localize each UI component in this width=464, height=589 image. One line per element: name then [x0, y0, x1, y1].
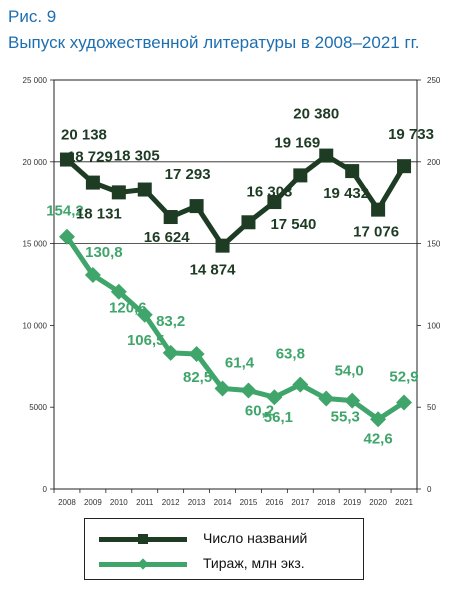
x-axis-tick-label: 2008	[58, 498, 76, 507]
square-marker	[111, 185, 126, 200]
square-marker	[371, 202, 386, 217]
data-label-titles: 18 305	[114, 148, 160, 165]
data-label-titles: 17 293	[165, 166, 211, 183]
square-marker	[267, 195, 282, 210]
square-marker	[163, 210, 178, 225]
x-axis-tick-label: 2011	[136, 498, 154, 507]
right-axis-tick-label: 0	[427, 485, 432, 494]
x-axis-tick-label: 2021	[395, 498, 413, 507]
diamond-marker	[162, 344, 179, 361]
data-label-copies: 60,2	[245, 403, 274, 420]
left-axis-tick-label: 15 000	[23, 240, 48, 249]
data-label-titles: 18 729	[67, 149, 113, 166]
square-marker-icon	[138, 534, 148, 544]
x-axis-tick-label: 2010	[110, 498, 128, 507]
x-axis-tick-label: 2017	[291, 498, 309, 507]
legend-label-titles: Число названий	[203, 530, 308, 546]
diamond-marker	[240, 382, 257, 399]
diamond-marker	[396, 394, 413, 411]
square-marker	[189, 199, 204, 214]
legend-item-copies: Тираж, млн экз.	[85, 554, 363, 574]
legend-item-titles: Число названий	[85, 529, 363, 549]
right-axis-tick-label: 250	[427, 76, 441, 85]
square-marker	[215, 238, 230, 253]
diamond-marker	[188, 346, 205, 363]
square-marker	[241, 215, 256, 230]
data-label-copies: 120,6	[109, 300, 147, 317]
x-axis-tick-label: 2020	[369, 498, 387, 507]
x-axis-tick-label: 2018	[317, 498, 335, 507]
data-label-copies: 154,2	[46, 203, 84, 220]
diamond-marker	[58, 228, 75, 245]
data-label-titles: 14 874	[190, 262, 237, 279]
data-label-copies: 52,9	[389, 368, 418, 385]
square-marker	[319, 148, 334, 163]
diamond-marker	[214, 380, 231, 397]
left-axis-tick-label: 25 000	[23, 76, 48, 85]
x-axis-tick-label: 2016	[265, 498, 283, 507]
diamond-marker	[110, 283, 127, 300]
x-axis-tick-label: 2014	[214, 498, 232, 507]
right-axis-tick-label: 100	[427, 321, 441, 330]
diamond-marker	[266, 389, 283, 406]
data-label-titles: 16 303	[247, 183, 293, 200]
chart-title: Выпуск художественной литературы в 2008–…	[8, 33, 420, 52]
diamond-marker	[370, 411, 387, 428]
data-label-copies: 56,1	[264, 409, 293, 426]
diamond-marker	[344, 392, 361, 409]
data-label-copies: 42,6	[364, 430, 393, 447]
data-label-copies: 55,3	[331, 409, 360, 426]
left-axis-tick-label: 5000	[29, 403, 47, 412]
diamond-marker-icon	[137, 558, 149, 570]
data-label-titles: 19 169	[274, 134, 320, 151]
left-axis-tick-label: 20 000	[23, 158, 48, 167]
data-label-copies: 106,5	[127, 332, 165, 349]
data-label-titles: 19 733	[388, 126, 434, 143]
figure-label: Рис. 9	[8, 7, 57, 26]
data-label-titles: 18 131	[76, 205, 122, 222]
data-label-titles: 20 138	[61, 127, 107, 144]
right-axis-tick-label: 50	[427, 403, 436, 412]
square-marker	[293, 168, 308, 183]
left-axis-tick-label: 0	[43, 485, 48, 494]
diamond-marker	[136, 306, 153, 323]
data-label-copies: 83,2	[156, 313, 185, 330]
square-marker	[137, 182, 152, 197]
square-marker	[85, 175, 100, 190]
diamond-marker	[292, 376, 309, 393]
line-chart: 0 5000 10 000 15 000 20 000 25 000 0 50 100 150 20…	[23, 76, 441, 507]
data-label-titles: 20 380	[293, 106, 339, 123]
data-label-titles: 17 076	[353, 224, 399, 241]
data-label-copies: 61,4	[225, 355, 255, 372]
square-marker	[345, 164, 360, 179]
data-label-copies: 63,8	[276, 346, 305, 363]
data-label-copies: 54,0	[335, 363, 364, 380]
data-label-titles: 19 432	[323, 185, 369, 202]
data-label-copies: 130,8	[85, 244, 123, 261]
left-axis-tick-label: 10 000	[23, 321, 48, 330]
series-line-copies	[64, 235, 406, 422]
legend-label-copies: Тираж, млн экз.	[203, 555, 305, 571]
x-axis-tick-label: 2015	[240, 498, 258, 507]
x-axis-tick-label: 2013	[188, 498, 206, 507]
chart-legend: Число названий Тираж, млн экз.	[84, 518, 364, 580]
x-axis-tick-label: 2019	[343, 498, 361, 507]
data-label-titles: 17 540	[270, 216, 316, 233]
x-axis-tick-label: 2012	[162, 498, 180, 507]
diamond-marker	[84, 267, 101, 284]
square-marker	[397, 159, 412, 174]
data-label-titles: 16 624	[144, 229, 191, 246]
diamond-marker	[318, 390, 335, 407]
square-marker	[59, 152, 74, 167]
x-axis-tick-label: 2009	[84, 498, 102, 507]
right-axis-tick-label: 200	[427, 158, 441, 167]
data-label-copies: 82,5	[183, 369, 212, 386]
right-axis-tick-label: 150	[427, 240, 441, 249]
